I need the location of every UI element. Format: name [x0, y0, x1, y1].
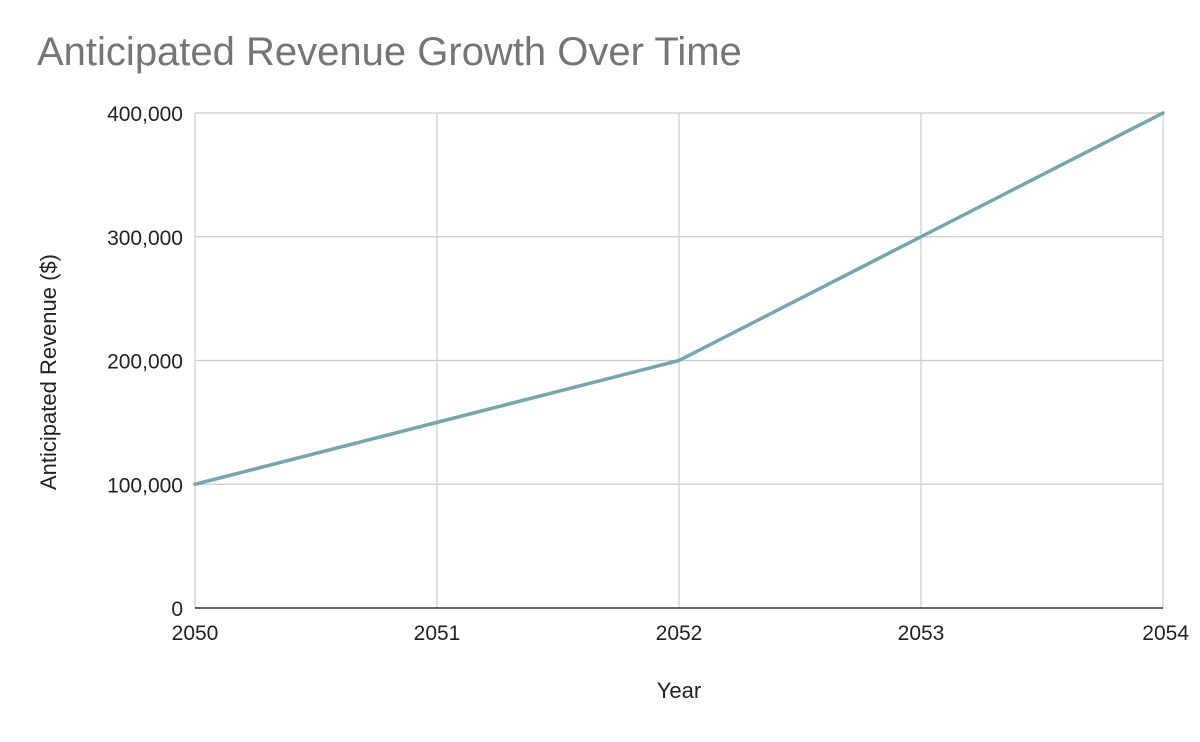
series-group — [193, 111, 1165, 486]
x-axis-ticks: 2050 2051 2052 2053 2054 — [172, 622, 1190, 645]
y-tick-label: 300,000 — [107, 227, 183, 250]
x-tick-label: 2051 — [414, 622, 461, 645]
y-tick-label: 200,000 — [107, 351, 183, 374]
y-tick-label: 0 — [171, 598, 183, 621]
x-axis-label: Year — [657, 678, 701, 703]
data-point — [193, 482, 197, 486]
data-point — [677, 359, 681, 362]
y-axis-label: Anticipated Revenue ($) — [36, 254, 61, 490]
x-tick-label: 2052 — [656, 622, 703, 645]
x-tick-label: 2053 — [898, 622, 945, 645]
data-point — [435, 420, 439, 424]
chart-title: Anticipated Revenue Growth Over Time — [37, 30, 742, 74]
y-tick-label: 100,000 — [107, 474, 183, 497]
data-point — [919, 235, 923, 239]
y-axis-ticks: 0 100,000 200,000 300,000 400,000 — [107, 103, 183, 621]
data-point — [1161, 111, 1165, 115]
x-tick-label: 2050 — [172, 622, 219, 645]
x-tick-label: 2054 — [1142, 622, 1189, 645]
y-tick-label: 400,000 — [107, 103, 183, 126]
